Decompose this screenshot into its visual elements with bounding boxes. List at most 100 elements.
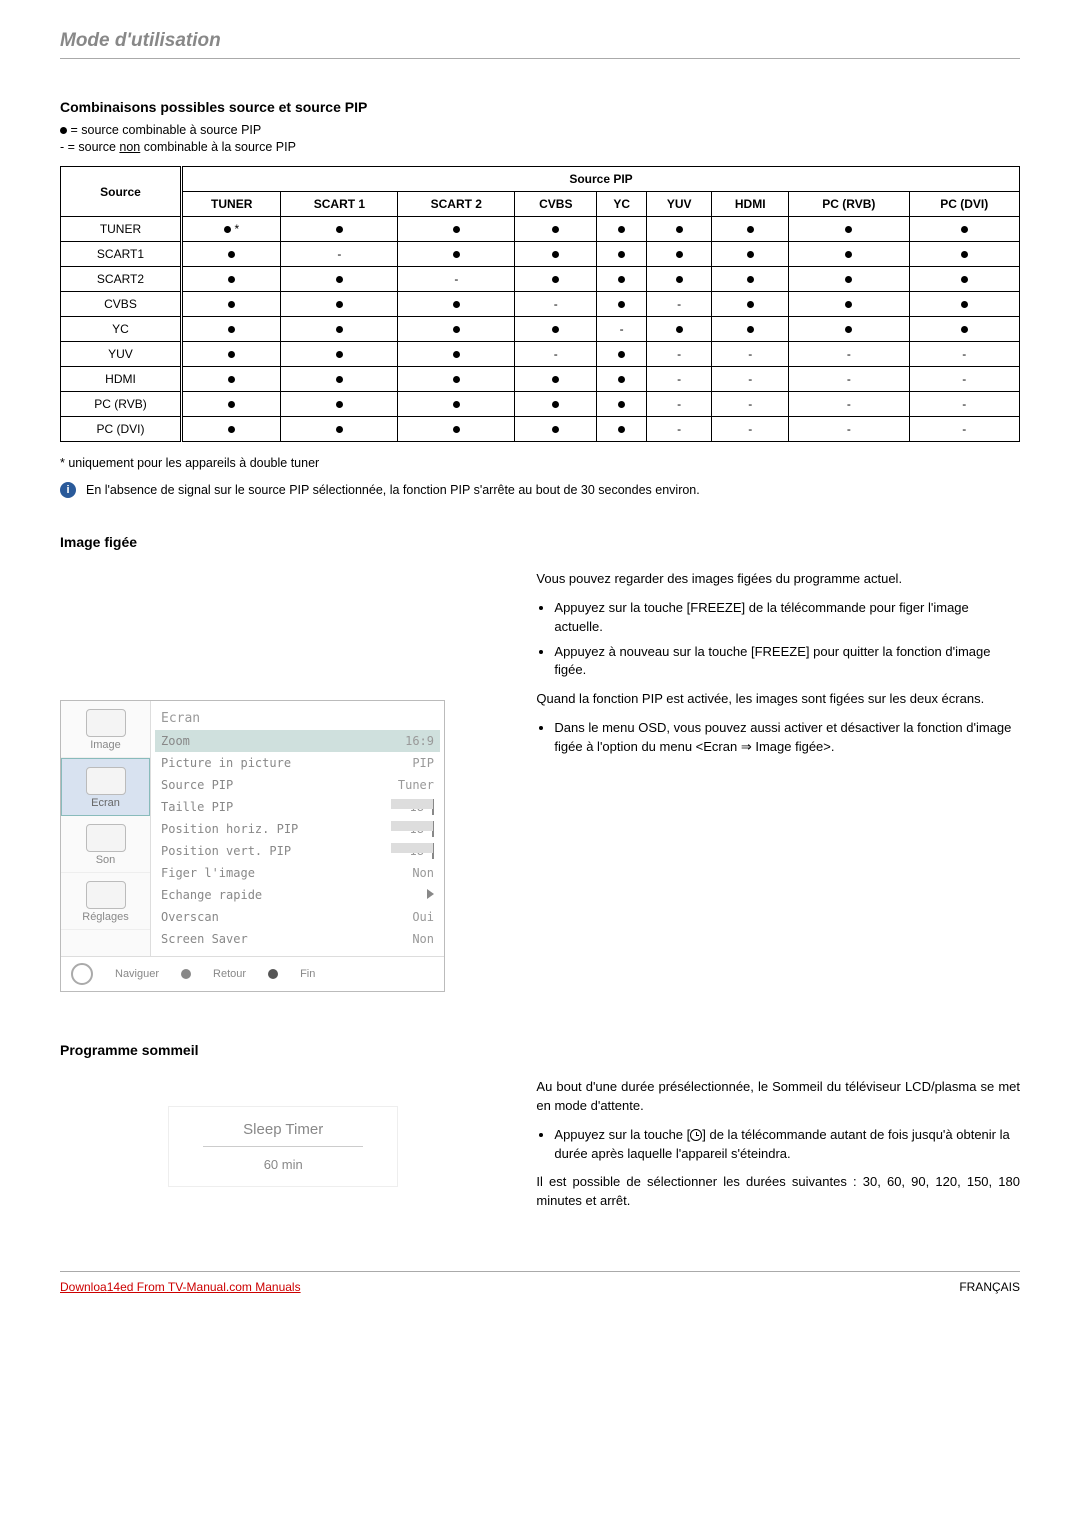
dot-icon <box>228 351 235 358</box>
footer-dot2-icon <box>268 969 278 979</box>
compat-cell <box>181 267 280 292</box>
dot-icon <box>961 251 968 258</box>
footer-dot-icon <box>181 969 191 979</box>
figee-bullet2: Appuyez à nouveau sur la touche [FREEZE]… <box>554 643 1020 681</box>
osd-row[interactable]: Picture in picture PIP <box>161 752 434 774</box>
compat-cell: - <box>789 342 909 367</box>
osd-row-label: Echange rapide <box>161 888 262 902</box>
compat-cell: - <box>789 392 909 417</box>
dot-icon <box>618 376 625 383</box>
compat-cell: - <box>647 367 712 392</box>
compat-cell <box>647 217 712 242</box>
compat-cell: * <box>181 217 280 242</box>
dot-icon <box>336 326 343 333</box>
compat-cell <box>398 417 515 442</box>
compat-table: Source Source PIP TUNERSCART 1SCART 2CVB… <box>60 166 1020 442</box>
compat-cell <box>281 367 398 392</box>
dot-icon <box>228 401 235 408</box>
osd-row-value: PIP <box>412 756 434 770</box>
dot-icon <box>552 326 559 333</box>
osd-footer-end: Fin <box>300 968 315 980</box>
osd-row[interactable]: Taille PIP18 <box>161 796 434 818</box>
osd-row-label: Position vert. PIP <box>161 844 291 858</box>
dot-icon <box>336 276 343 283</box>
compat-cell <box>181 292 280 317</box>
compat-cell <box>281 217 398 242</box>
dot-icon <box>845 226 852 233</box>
compat-cell <box>515 367 597 392</box>
osd-row[interactable]: Position horiz. PIP18 <box>161 818 434 840</box>
osd-row-value: 18 <box>410 822 434 836</box>
dot-icon <box>845 276 852 283</box>
osd-tab[interactable]: Ecran <box>61 758 150 816</box>
sommeil-para2: Il est possible de sélectionner les duré… <box>536 1173 1020 1211</box>
compat-cell <box>597 342 647 367</box>
dot-icon <box>336 401 343 408</box>
compat-cell <box>181 242 280 267</box>
dot-icon <box>228 276 235 283</box>
osd-row[interactable]: Figer l'imageNon <box>161 862 434 884</box>
osd-tab[interactable]: Image <box>61 701 150 758</box>
dot-icon <box>747 276 754 283</box>
osd-tab[interactable]: Son <box>61 816 150 873</box>
legend-noncombinable: - = source non combinable à la source PI… <box>60 140 1020 154</box>
sommeil-para1: Au bout d'une durée présélectionnée, le … <box>536 1078 1020 1116</box>
dot-icon <box>618 351 625 358</box>
th-col: CVBS <box>515 192 597 217</box>
row-header: YC <box>61 317 182 342</box>
osd-row-label: Taille PIP <box>161 800 233 814</box>
compat-cell <box>281 342 398 367</box>
compat-cell: - <box>647 292 712 317</box>
dot-icon <box>618 251 625 258</box>
nav-ring-icon <box>71 963 93 985</box>
download-link[interactable]: Downloa14ed From TV-Manual.com Manuals <box>60 1280 301 1294</box>
compat-cell <box>281 317 398 342</box>
osd-row[interactable]: OverscanOui <box>161 906 434 928</box>
dot-icon <box>618 226 625 233</box>
table-footnote: * uniquement pour les appareils à double… <box>60 456 1020 470</box>
compat-cell <box>909 267 1019 292</box>
osd-row[interactable]: Echange rapide <box>161 884 434 906</box>
dot-icon <box>618 426 625 433</box>
th-col: TUNER <box>181 192 280 217</box>
legend2-prefix: - = source <box>60 140 119 154</box>
osd-footer-back: Retour <box>213 968 246 980</box>
osd-row-label: Zoom <box>161 734 190 748</box>
figee-para2: Quand la fonction PIP est activée, les i… <box>536 690 1020 709</box>
compat-cell <box>181 417 280 442</box>
compat-cell <box>398 292 515 317</box>
slider-icon <box>432 799 434 815</box>
compat-cell <box>597 267 647 292</box>
row-header: PC (RVB) <box>61 392 182 417</box>
compat-cell <box>597 292 647 317</box>
dot-icon <box>618 301 625 308</box>
dot-icon <box>228 376 235 383</box>
compat-cell <box>515 417 597 442</box>
osd-tab[interactable]: Réglages <box>61 873 150 930</box>
osd-tab-label: Son <box>65 854 146 866</box>
osd-row[interactable]: Zoom 16:9 <box>155 730 440 752</box>
compat-cell <box>597 367 647 392</box>
osd-row-value: 16:9 <box>405 734 434 748</box>
compat-cell <box>181 367 280 392</box>
legend2-underlined: non <box>119 140 140 154</box>
dot-icon <box>552 401 559 408</box>
page-header: Mode d'utilisation <box>60 30 1020 59</box>
osd-row[interactable]: Screen SaverNon <box>161 928 434 950</box>
compat-cell <box>281 292 398 317</box>
compat-cell <box>398 367 515 392</box>
osd-row[interactable]: Position vert. PIP18 <box>161 840 434 862</box>
th-col: SCART 2 <box>398 192 515 217</box>
compat-cell: - <box>909 417 1019 442</box>
osd-row[interactable]: Source PIPTuner <box>161 774 434 796</box>
compat-cell: - <box>909 392 1019 417</box>
compat-cell <box>647 267 712 292</box>
triangle-icon <box>427 889 434 899</box>
compat-cell <box>281 417 398 442</box>
clock-icon <box>690 1129 702 1141</box>
dot-icon <box>676 226 683 233</box>
osd-row-label: Picture in picture <box>161 756 291 770</box>
compat-cell: - <box>712 392 789 417</box>
row-header: SCART1 <box>61 242 182 267</box>
footer-right: FRANÇAIS <box>959 1280 1020 1294</box>
